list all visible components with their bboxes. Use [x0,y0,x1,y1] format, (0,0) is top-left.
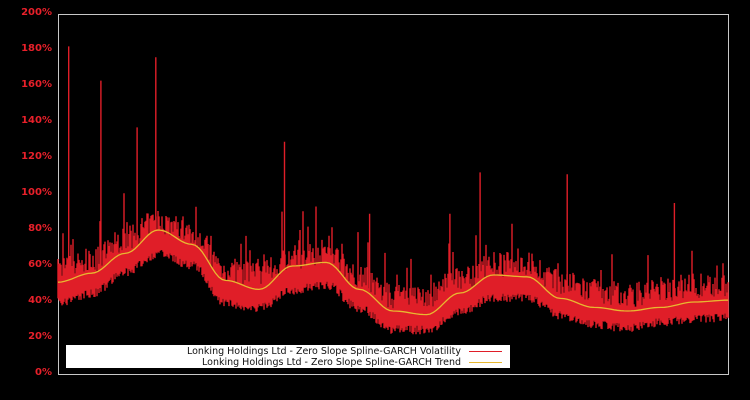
legend-swatch-trend [469,362,502,363]
legend-item-volatility: Lonking Holdings Ltd - Zero Slope Spline… [187,346,502,357]
y-tick-label: 160% [21,79,52,90]
y-tick-label: 100% [21,187,52,198]
legend: Lonking Holdings Ltd - Zero Slope Spline… [66,345,510,368]
volatility-series [57,46,729,335]
y-tick-label: 180% [21,43,52,54]
legend-swatch-volatility [469,351,502,352]
y-tick-label: 120% [21,151,52,162]
y-tick-label: 40% [28,295,52,306]
plot-frame [58,14,729,375]
y-tick-label: 0% [35,367,52,378]
legend-item-trend: Lonking Holdings Ltd - Zero Slope Spline… [202,357,502,368]
y-tick-label: 60% [28,259,52,270]
trend-line [57,229,728,316]
y-tick-label: 80% [28,223,52,234]
legend-label-volatility: Lonking Holdings Ltd - Zero Slope Spline… [186,346,461,357]
legend-label-trend: Lonking Holdings Ltd - Zero Slope Spline… [202,357,461,368]
volatility-line [57,46,729,335]
y-tick-label: 140% [21,115,52,126]
y-tick-label: 20% [28,331,52,342]
y-tick-label: 200% [21,7,52,18]
